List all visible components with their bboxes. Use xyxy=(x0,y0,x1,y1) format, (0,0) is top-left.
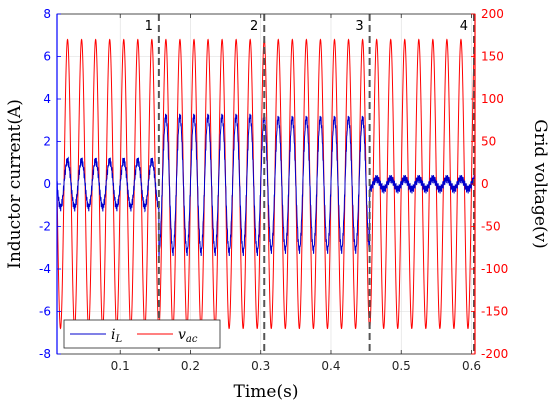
right-tick-label: -50 xyxy=(481,220,501,234)
legend-label-voltage: vac xyxy=(178,327,198,345)
left-tick-label: 2 xyxy=(43,135,51,149)
left-tick-label: -6 xyxy=(39,305,51,319)
right-tick-label: 100 xyxy=(481,92,504,106)
series-line-voltage xyxy=(57,38,475,330)
right-tick-label: 0 xyxy=(481,177,489,191)
right-axis-title: Grid voltage(v) xyxy=(530,119,550,248)
legend: iL vac xyxy=(63,319,221,349)
x-tick-label: 0.4 xyxy=(321,359,340,373)
left-tick-label: -2 xyxy=(39,220,51,234)
x-tick-label: 0.2 xyxy=(181,359,200,373)
event-label: 1 xyxy=(145,19,153,34)
legend-label-current: iL xyxy=(111,327,122,345)
right-tick-label: 50 xyxy=(481,135,496,149)
left-tick-label: 8 xyxy=(43,7,51,21)
left-tick-label: 0 xyxy=(43,177,51,191)
x-tick-label: 0.6 xyxy=(462,359,481,373)
axes-layer: 0.1 0.2 0.3 0.4 0.5 0.6 -8 -6 -4 -2 0 2 4 6 8 -200 -150 -… xyxy=(39,7,508,373)
left-tick-label: -4 xyxy=(39,262,51,276)
right-tick-label: -150 xyxy=(481,305,508,319)
x-tick-label: 0.1 xyxy=(111,359,130,373)
left-tick-label: -8 xyxy=(39,347,51,361)
x-axis-title: Time(s) xyxy=(234,382,299,402)
x-tick-label: 0.3 xyxy=(251,359,270,373)
event-label: 2 xyxy=(250,19,258,34)
right-tick-label: 150 xyxy=(481,50,504,64)
event-label: 3 xyxy=(355,19,363,34)
event-label: 4 xyxy=(460,19,468,34)
right-tick-label: 200 xyxy=(481,7,504,21)
left-tick-label: 4 xyxy=(43,92,51,106)
left-tick-label: 6 xyxy=(43,50,51,64)
right-tick-label: -100 xyxy=(481,262,508,276)
left-axis-title: Inductor current(A) xyxy=(5,99,25,269)
right-tick-label: -200 xyxy=(481,347,508,361)
x-tick-label: 0.5 xyxy=(392,359,411,373)
